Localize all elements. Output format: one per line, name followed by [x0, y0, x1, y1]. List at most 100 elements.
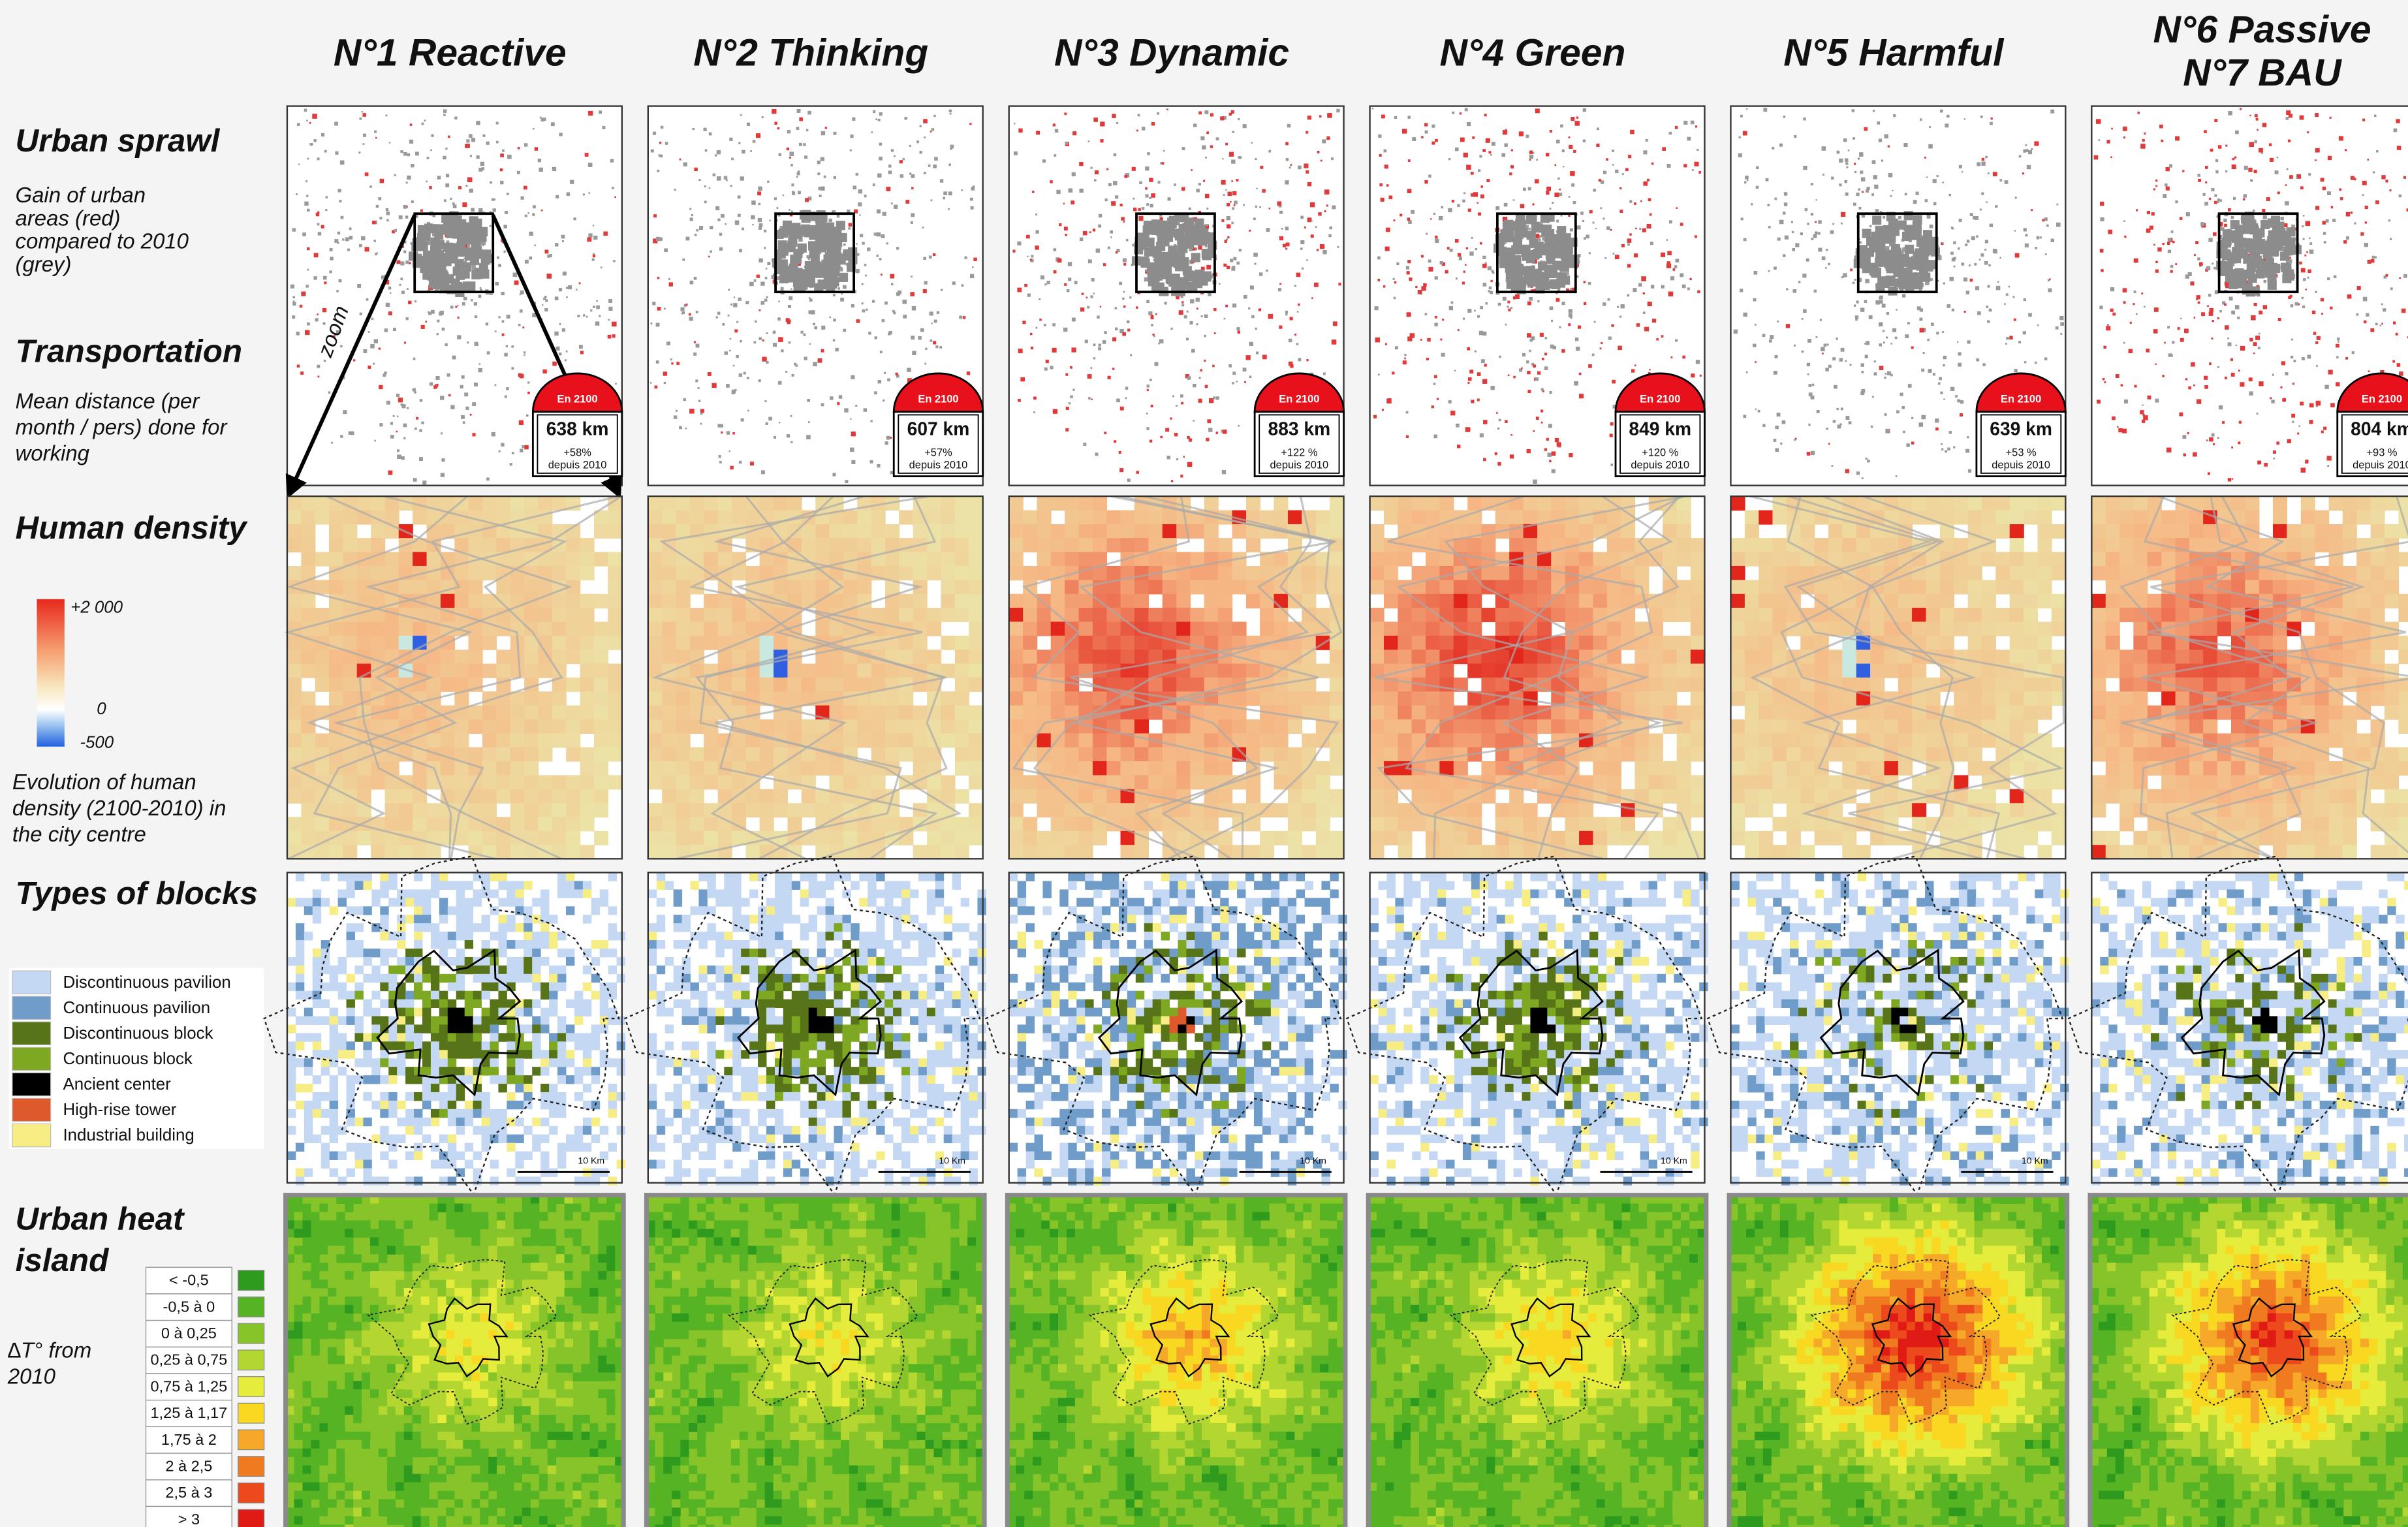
urban-patch	[903, 315, 907, 319]
block-cell	[749, 973, 758, 983]
urban-patch	[520, 196, 524, 200]
urban-patch	[324, 150, 327, 153]
heat-cell	[497, 1524, 506, 1527]
density-cell	[608, 552, 623, 567]
urban-patch	[554, 296, 559, 300]
heat-cell	[319, 1355, 328, 1364]
block-cell	[295, 973, 305, 983]
heat-cell	[564, 1448, 574, 1458]
block-cell	[287, 1151, 296, 1160]
heat-cell	[589, 1347, 599, 1356]
heat-cell	[471, 1321, 480, 1331]
heat-cell	[446, 1448, 455, 1458]
heat-cell	[437, 1423, 446, 1432]
urban-patch	[514, 280, 519, 285]
block-cell	[918, 956, 928, 966]
block-cell	[414, 915, 423, 924]
urban-patch	[561, 328, 566, 332]
block-cell	[295, 982, 305, 992]
block-cell	[724, 965, 733, 975]
heat-cell	[598, 1431, 607, 1441]
heat-cell	[403, 1507, 413, 1517]
density-cell	[328, 803, 344, 818]
block-cell	[498, 1033, 507, 1042]
urban-patch	[728, 289, 730, 291]
block-cell	[565, 1134, 575, 1144]
density-cell	[482, 663, 497, 678]
urban-patch	[786, 148, 790, 151]
block-cell	[346, 881, 355, 890]
urban-patch	[933, 253, 936, 257]
urban-patch	[862, 242, 865, 245]
density-cell	[371, 565, 386, 581]
density-cell	[608, 524, 623, 539]
heat-cell	[539, 1389, 548, 1398]
block-cell	[481, 1126, 490, 1135]
density-cell	[608, 733, 623, 748]
heat-cell	[369, 1398, 379, 1407]
heat-cell	[446, 1431, 455, 1441]
density-cell	[566, 593, 581, 608]
heat-cell	[547, 1338, 557, 1347]
density-cell	[745, 747, 760, 762]
density-cell	[343, 663, 358, 678]
density-cell	[398, 817, 413, 832]
urban-patch	[296, 332, 300, 336]
urban-patch	[650, 149, 654, 153]
heat-cell	[572, 1415, 582, 1424]
urban-patch	[668, 282, 673, 287]
density-cell	[954, 524, 969, 539]
city-core	[456, 233, 467, 243]
urban-patch	[969, 274, 975, 279]
urban-patch	[403, 437, 406, 439]
density-cell	[315, 496, 330, 511]
block-cell	[388, 1041, 398, 1050]
density-cell	[398, 580, 413, 595]
heat-cell	[589, 1448, 599, 1458]
urban-patch	[856, 243, 858, 245]
heat-cell	[471, 1448, 480, 1458]
heat-cell	[319, 1203, 328, 1212]
block-cell	[464, 923, 474, 932]
density-cell	[662, 691, 677, 706]
urban-patch	[848, 227, 851, 230]
block-cell	[397, 965, 406, 975]
block-cell	[397, 889, 406, 898]
urban-patch	[660, 125, 664, 129]
urban-patch	[615, 383, 617, 385]
urban-patch	[676, 362, 680, 365]
block-cell	[371, 990, 381, 1000]
heat-cell	[581, 1465, 590, 1475]
heat-cell	[539, 1456, 548, 1466]
urban-patch	[964, 256, 967, 259]
urban-patch	[409, 262, 411, 264]
block-cell	[456, 923, 465, 932]
urban-patch	[909, 144, 911, 147]
heat-cell	[454, 1347, 463, 1356]
block-cell	[397, 898, 406, 907]
urban-patch	[388, 311, 392, 315]
urban-patch	[919, 125, 922, 127]
row-description: 2010	[7, 1364, 56, 1388]
block-cell	[565, 1058, 575, 1067]
urban-patch	[532, 213, 535, 216]
heat-cell	[505, 1364, 514, 1373]
row-title: Human density	[16, 510, 249, 546]
urban-patch	[375, 204, 379, 208]
urban-patch	[565, 350, 568, 353]
block-cell	[380, 999, 389, 1009]
block-cell	[414, 973, 423, 983]
density-cell	[315, 552, 330, 567]
heat-cell	[497, 1347, 506, 1356]
urban-patch	[430, 309, 435, 314]
density-cell	[941, 524, 956, 539]
block-cell	[673, 923, 683, 932]
urban-patch	[851, 460, 856, 464]
density-cell	[510, 496, 525, 511]
block-cell	[616, 1033, 626, 1042]
block-cell	[656, 923, 666, 932]
urban-patch	[736, 354, 739, 358]
block-cell	[724, 889, 733, 898]
urban-patch	[879, 351, 883, 354]
